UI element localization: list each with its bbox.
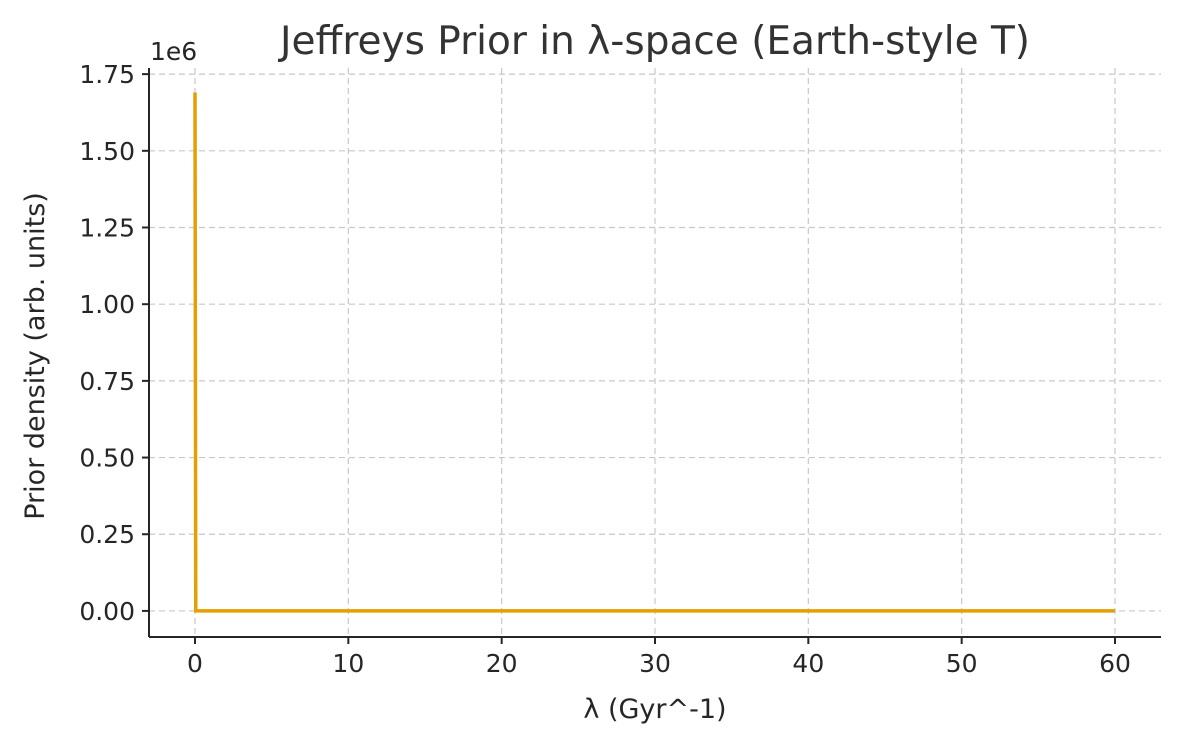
y-tick-label: 1.50	[79, 137, 135, 166]
chart-title: Jeffreys Prior in λ-space (Earth-style T…	[277, 19, 1030, 64]
x-tick-label: 20	[486, 649, 518, 678]
x-tick-label: 10	[332, 649, 364, 678]
grid	[149, 68, 1161, 637]
y-tick-label: 0.25	[79, 520, 135, 549]
x-tick-label: 50	[946, 649, 978, 678]
x-tick-label: 40	[792, 649, 824, 678]
y-tick-label: 1.75	[79, 60, 135, 89]
y-axis-label: Prior density (arb. units)	[20, 192, 51, 520]
y-tick-label: 1.00	[79, 290, 135, 319]
x-tick-label: 30	[639, 649, 671, 678]
y-tick-label: 0.75	[79, 367, 135, 396]
y-tick-label: 0.00	[79, 597, 135, 626]
x-tick-label: 0	[187, 649, 203, 678]
series-line	[193, 92, 1115, 613]
x-axis-label: λ (Gyr^-1)	[583, 694, 726, 725]
x-tick-label: 60	[1099, 649, 1131, 678]
y-tick-label: 1.25	[79, 214, 135, 243]
y-axis-ticks: 0.00 0.25 0.50 0.75 1.00 1.25 1.50 1.75	[79, 60, 149, 626]
series-layer	[193, 92, 1115, 613]
y-tick-label: 0.50	[79, 444, 135, 473]
x-axis-ticks: 0 10 20 30 40 50 60	[187, 637, 1131, 678]
y-axis-offset-label: 1e6	[150, 37, 197, 66]
